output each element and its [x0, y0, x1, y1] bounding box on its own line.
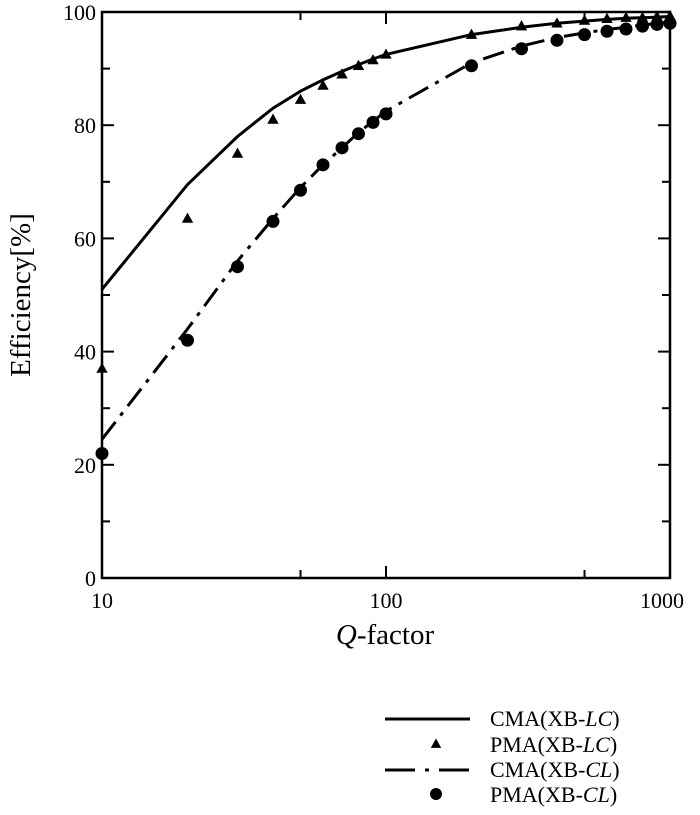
plot-frame [100, 10, 672, 580]
axis-ticks [101, 11, 671, 579]
triangle-marker [601, 12, 613, 23]
triangle-marker [96, 362, 108, 373]
triangle-marker [465, 28, 478, 39]
legend-item: PMA(XB-CL) [430, 782, 617, 807]
circle-marker [663, 16, 677, 30]
triangle-marker [380, 48, 392, 59]
x-tick-label: 100 [370, 588, 403, 613]
triangle-marker [578, 14, 591, 25]
circle-marker [578, 28, 592, 42]
triangle-marker [336, 68, 348, 79]
triangle-marker [551, 17, 563, 28]
circle-marker [366, 115, 380, 129]
y-tick-label: 0 [85, 566, 96, 591]
triangle-marker [367, 54, 379, 65]
circle-marker [294, 183, 308, 197]
circle-marker [550, 33, 564, 47]
y-tick-label: 60 [74, 226, 96, 251]
legend: CMA(XB-LC)PMA(XB-LC)CMA(XB-CL)PMA(XB-CL) [385, 706, 620, 807]
circle-marker [464, 59, 478, 73]
legend-item: CMA(XB-CL) [385, 757, 620, 782]
circle-marker [600, 24, 614, 38]
circle-marker [316, 158, 330, 172]
legend-label: PMA(XB-CL) [490, 782, 617, 807]
circle-marker [635, 19, 649, 33]
legend-item: PMA(XB-LC) [430, 732, 617, 757]
tick-labels: 0 20 40 60 80 100 10 100 1000 [63, 0, 684, 613]
circle-marker [430, 788, 442, 800]
series-3 [95, 16, 677, 460]
circle-marker [335, 141, 349, 155]
triangle-marker [231, 147, 244, 158]
triangle-marker [430, 738, 442, 748]
legend-label: CMA(XB-LC) [490, 706, 620, 731]
y-tick-label: 80 [74, 113, 96, 138]
triangle-marker [352, 59, 365, 70]
series-line [100, 20, 671, 441]
series-1 [96, 9, 676, 373]
series-2 [100, 20, 671, 441]
triangle-marker [651, 10, 663, 21]
circle-marker [231, 260, 245, 274]
y-tick-label: 40 [74, 340, 96, 365]
circle-marker [619, 22, 633, 36]
x-axis-title-rest: -factor [357, 619, 435, 651]
circle-marker [266, 214, 280, 228]
x-axis-title: Q-factor [336, 619, 435, 651]
legend-label: CMA(XB-CL) [490, 757, 620, 782]
triangle-marker [181, 212, 194, 223]
circle-marker [351, 127, 365, 141]
x-tick-label: 1000 [640, 588, 684, 613]
triangle-marker [267, 113, 279, 124]
x-axis-title-italic: Q [336, 619, 357, 651]
circle-marker [379, 107, 393, 121]
legend-label: PMA(XB-LC) [490, 732, 617, 757]
series-layer [95, 9, 677, 460]
triangle-marker [317, 79, 329, 90]
circle-marker [515, 42, 529, 56]
legend-item: CMA(XB-LC) [385, 706, 620, 731]
triangle-marker [636, 11, 649, 22]
triangle-marker [515, 20, 528, 31]
circle-marker [95, 446, 109, 460]
triangle-marker [620, 11, 632, 22]
triangle-marker [294, 93, 307, 104]
y-tick-label: 100 [63, 0, 96, 25]
circle-marker [180, 333, 194, 347]
y-tick-label: 20 [74, 453, 96, 478]
y-axis-title: Efficiency[%] [5, 213, 37, 377]
x-tick-label: 10 [91, 588, 113, 613]
circle-marker [650, 17, 664, 31]
